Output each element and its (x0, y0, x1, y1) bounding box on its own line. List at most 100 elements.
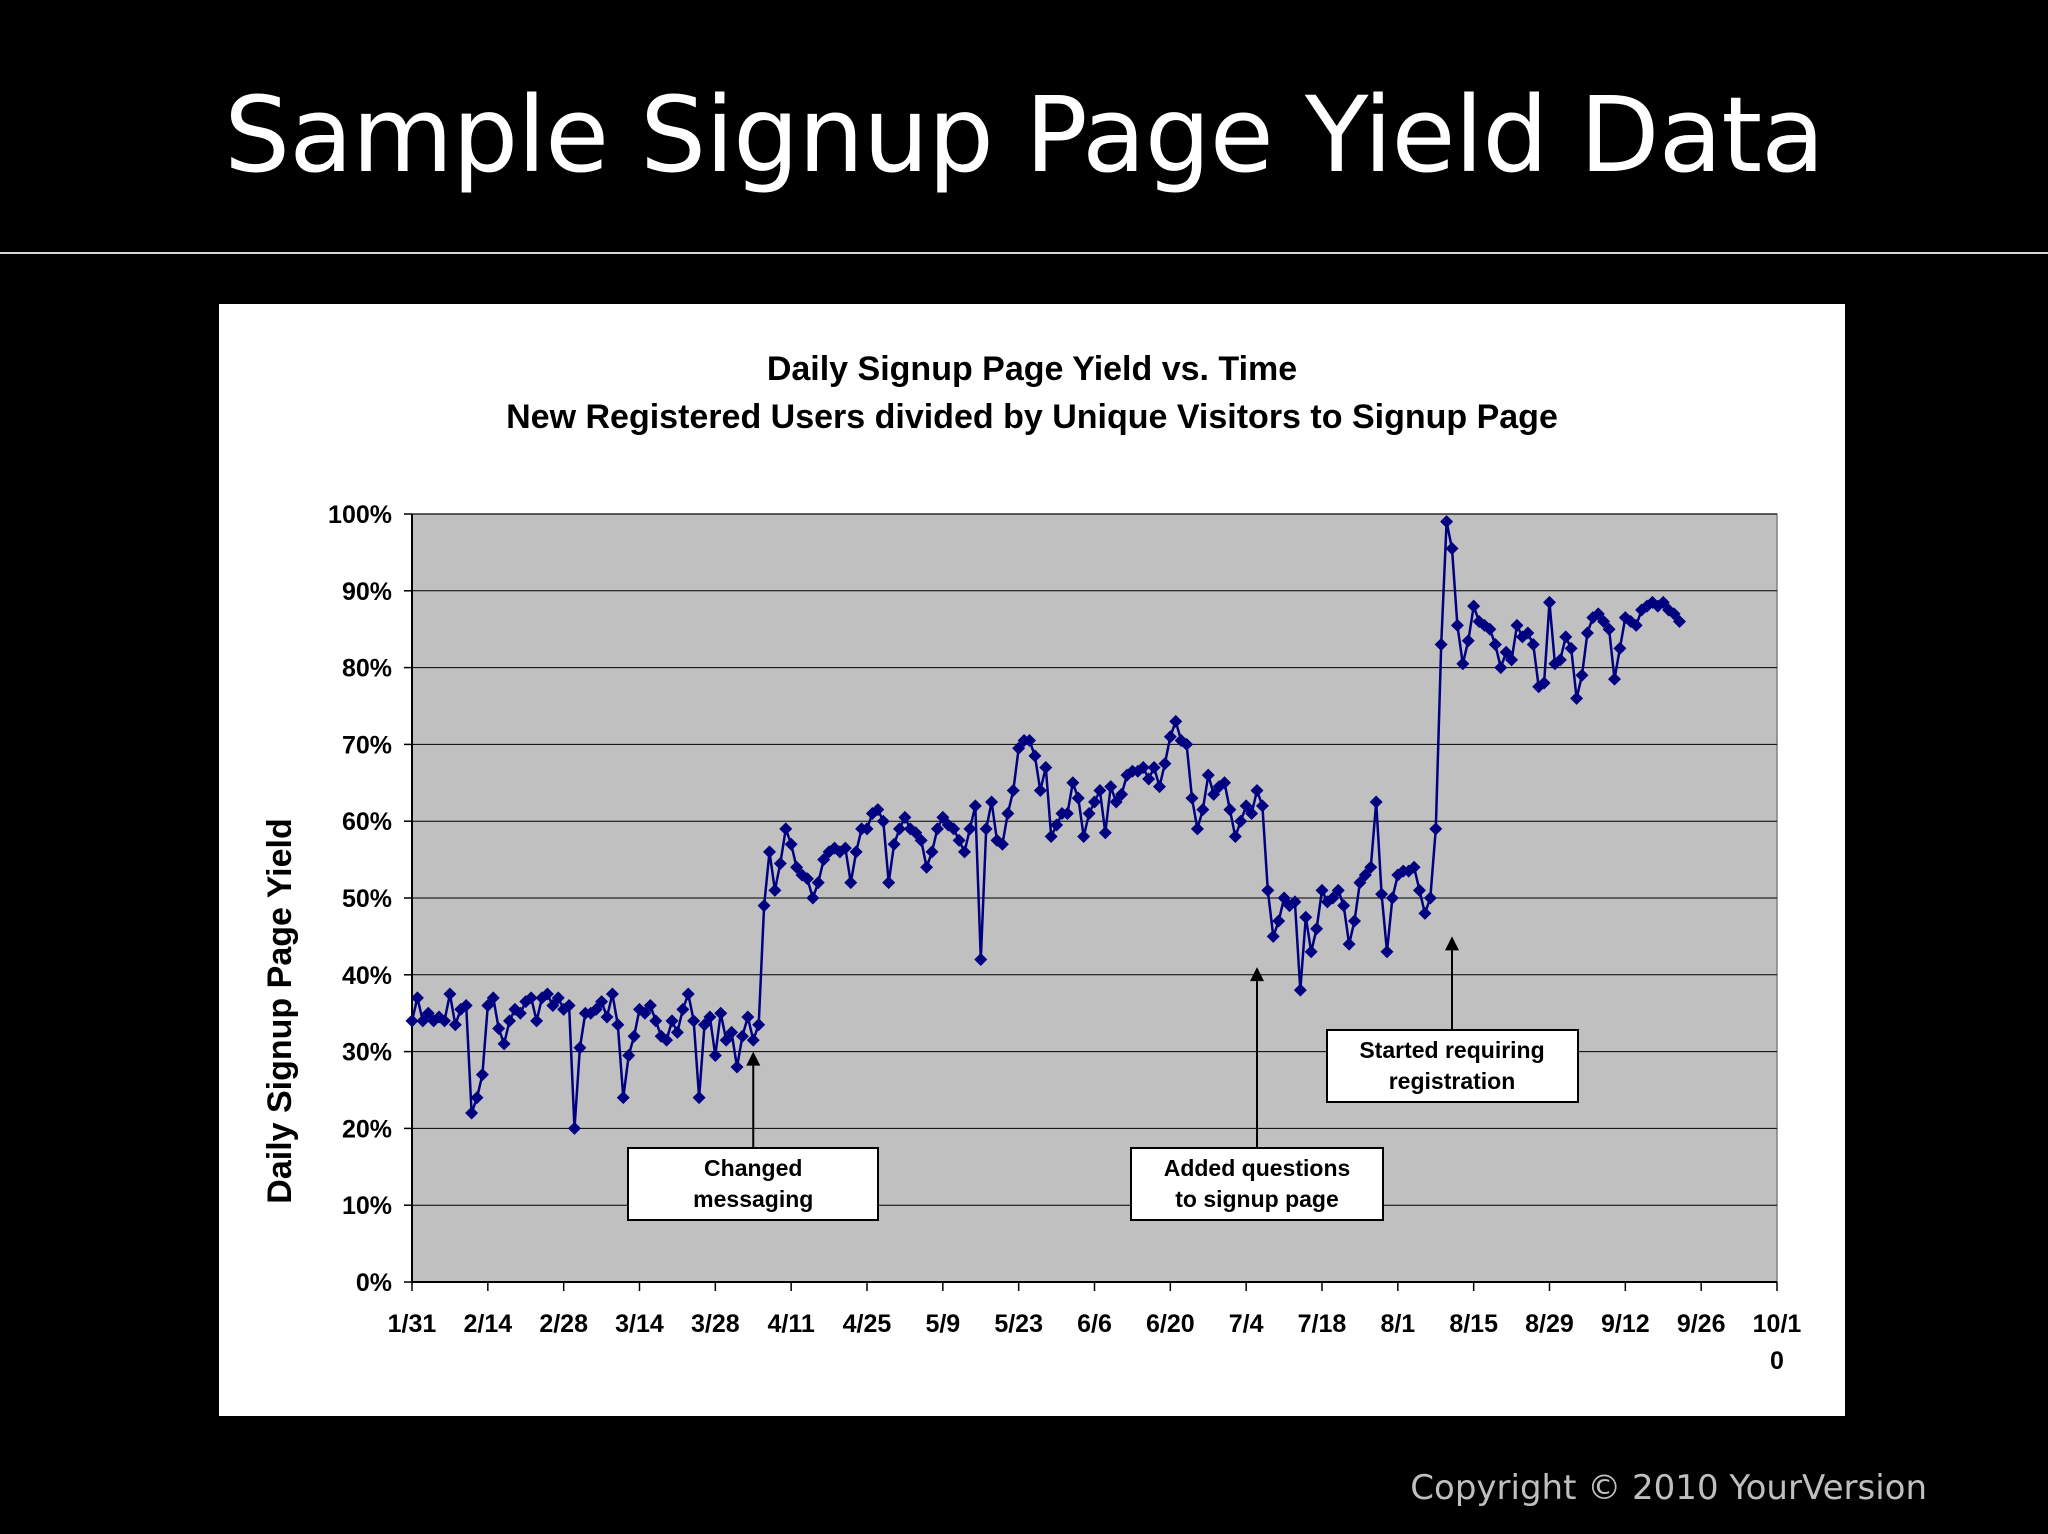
data-point (1066, 776, 1080, 790)
data-point (1234, 814, 1248, 828)
data-point (1624, 615, 1638, 629)
y-axis-label: Daily Signup Page Yield (261, 818, 299, 1203)
data-point (730, 1060, 744, 1074)
data-point (1060, 807, 1074, 821)
y-tick-label: 30% (342, 1039, 392, 1067)
data-point (1613, 641, 1627, 655)
annotation-box: Started requiring registration (1325, 1029, 1579, 1103)
data-point (1082, 807, 1096, 821)
data-point (1580, 626, 1594, 640)
data-point (963, 822, 977, 836)
x-tick-label: 6/20 (1146, 1310, 1195, 1338)
data-point (1088, 795, 1101, 809)
data-point (1250, 783, 1264, 797)
chart-subtitle: New Registered Users divided by Unique V… (506, 398, 1558, 436)
x-tick-label: 5/23 (994, 1310, 1043, 1338)
data-point (1467, 599, 1481, 613)
data-point (1413, 883, 1426, 897)
data-point (708, 1048, 722, 1062)
data-point (1364, 860, 1378, 874)
data-point (741, 1010, 755, 1024)
data-point (995, 837, 1009, 851)
data-point (876, 814, 890, 828)
data-point (1180, 737, 1194, 751)
data-point (1239, 799, 1253, 813)
x-tick-label: 4/25 (843, 1310, 892, 1338)
data-point (1461, 634, 1475, 648)
data-point (546, 999, 560, 1013)
data-point (1093, 783, 1107, 797)
annotation-box: Added questions to signup page (1130, 1147, 1384, 1221)
data-point (1608, 672, 1621, 686)
data-point (1348, 914, 1361, 928)
y-tick-label: 20% (342, 1115, 392, 1143)
data-point (1098, 826, 1112, 840)
data-point (1423, 891, 1437, 905)
data-point (1543, 595, 1556, 609)
data-point (1537, 676, 1551, 690)
data-point (1163, 730, 1177, 744)
slide-title: Sample Signup Page Yield Data (224, 74, 1825, 196)
x-tick-label: 5/9 (925, 1310, 960, 1338)
data-point (676, 1002, 690, 1016)
data-point (600, 1010, 614, 1024)
chart-canvas: Daily Signup Page Yield vs. Time New Reg… (261, 350, 1801, 1375)
chart-title: Daily Signup Page Yield vs. Time (767, 350, 1297, 388)
data-point (513, 1006, 527, 1020)
data-point (465, 1106, 479, 1120)
data-point (1272, 914, 1286, 928)
data-point (665, 1014, 679, 1028)
data-point (405, 1014, 419, 1028)
data-point (443, 987, 457, 1001)
data-point (1266, 929, 1280, 943)
data-point (1169, 714, 1183, 728)
y-tick-label: 80% (342, 655, 392, 683)
data-point (719, 1033, 733, 1047)
data-point (1488, 638, 1502, 652)
data-point (692, 1091, 706, 1105)
data-point (1071, 791, 1085, 805)
data-point (1564, 641, 1578, 655)
x-tick-label: 8/15 (1449, 1310, 1498, 1338)
data-point (838, 841, 852, 855)
annotation-text: Started requiring registration (1359, 1037, 1545, 1094)
x-tick-label: 7/18 (1298, 1310, 1347, 1338)
x-tick-label: 8/29 (1525, 1310, 1574, 1338)
data-point (909, 826, 923, 840)
data-point (1597, 615, 1611, 629)
data-point (1375, 887, 1389, 901)
data-point (779, 822, 793, 836)
data-point (703, 1010, 717, 1024)
data-point (540, 987, 554, 1001)
x-tick-label: 2/28 (539, 1310, 588, 1338)
x-tick-label: 3/28 (691, 1310, 740, 1338)
data-point (1023, 734, 1036, 748)
data-point (1012, 741, 1026, 755)
data-point (860, 822, 874, 836)
data-point (1380, 945, 1394, 959)
data-point (410, 991, 424, 1005)
data-point (622, 1048, 636, 1062)
data-point (1407, 860, 1421, 874)
data-point (1228, 830, 1242, 844)
data-point (1185, 791, 1199, 805)
data-point (1337, 899, 1351, 913)
data-point (486, 991, 500, 1005)
data-point (898, 810, 912, 824)
chart-panel: Daily Signup Page Yield vs. Time New Reg… (219, 304, 1845, 1416)
annotation-text: Changed messaging (693, 1155, 814, 1212)
data-point (1245, 807, 1259, 821)
data-point (784, 837, 798, 851)
data-point (1077, 830, 1091, 844)
data-point (773, 856, 787, 870)
data-point (1028, 749, 1042, 763)
data-point (1559, 630, 1573, 644)
data-point (1591, 607, 1605, 621)
data-point (925, 845, 939, 859)
data-point (1050, 818, 1064, 832)
data-point (1440, 515, 1454, 529)
x-tick-label: 4/11 (768, 1310, 815, 1338)
data-point (568, 1121, 581, 1135)
data-point (1310, 922, 1324, 936)
data-point (611, 1018, 625, 1032)
